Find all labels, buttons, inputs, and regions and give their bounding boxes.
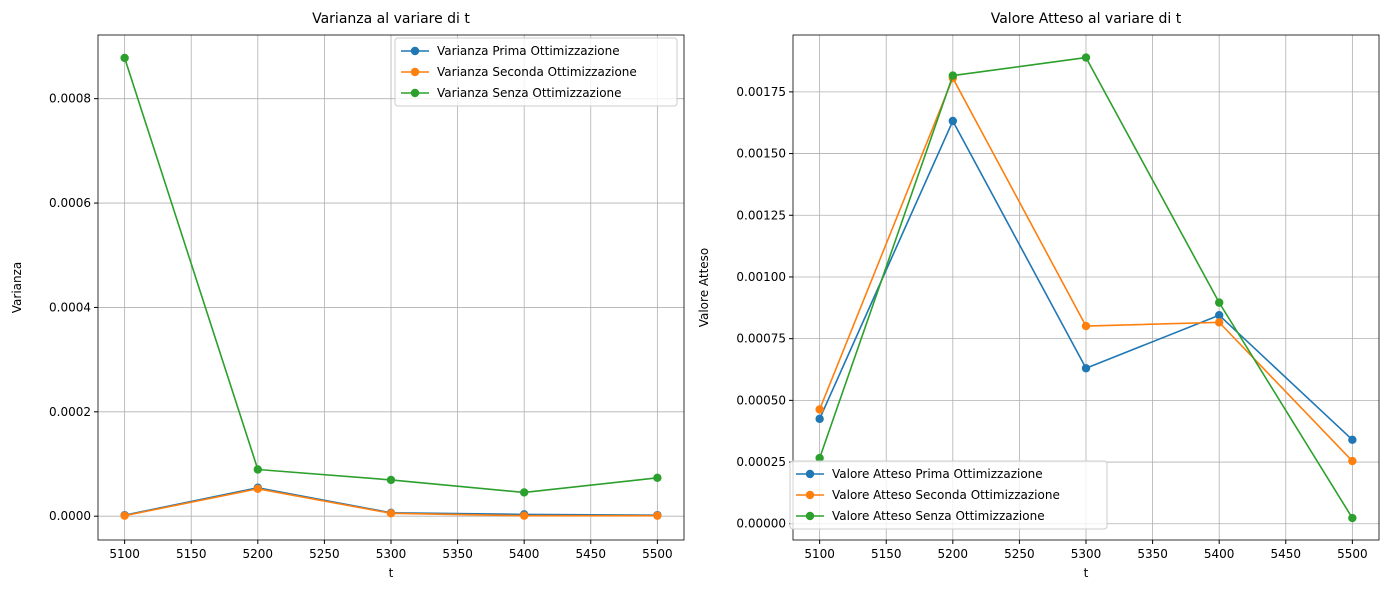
data-point (1214, 311, 1224, 320)
y-tick-label: 0.0004 (49, 300, 91, 314)
data-point (1214, 298, 1224, 307)
data-point (1081, 321, 1091, 331)
legend-marker (805, 511, 815, 521)
data-point (519, 488, 529, 497)
y-axis-label: Valore Atteso (697, 248, 711, 328)
y-tick-label: 0.00075 (736, 332, 786, 346)
legend-marker (805, 490, 815, 500)
data-point (948, 71, 958, 80)
y-tick-label: 0.00000 (736, 517, 786, 531)
x-tick-label: 5150 (176, 547, 207, 561)
x-tick-label: 5500 (1337, 547, 1368, 561)
chart-2: 5100 5150 5200 5250 5300 5350 5400 5450 5500 0.00… (697, 11, 1380, 580)
chart-title: Varianza al variare di t (312, 11, 470, 27)
x-axis-label: t (389, 566, 394, 580)
legend-marker (410, 67, 420, 77)
y-axis-label: Varianza (10, 262, 24, 314)
legend-marker (410, 46, 420, 56)
y-tick-label: 0.0000 (49, 509, 91, 523)
y-tick-label: 0.00050 (736, 393, 786, 407)
data-point (1348, 435, 1357, 445)
legend: Valore Atteso Prima Ottimizzazione Valore… (789, 460, 1108, 530)
y-tick-label: 0.0002 (49, 405, 91, 419)
y-tick-label: 0.00175 (736, 85, 786, 99)
legend-box (789, 460, 1108, 530)
y-tick-label: 0.00150 (736, 147, 786, 161)
x-tick-label: 5300 (376, 547, 407, 561)
data-point (386, 475, 396, 485)
legend-box (394, 37, 678, 107)
x-tick-label: 5100 (109, 547, 140, 561)
y-tick-label: 0.0008 (49, 92, 91, 106)
x-tick-label: 5300 (1071, 547, 1102, 561)
legend-label: Valore Atteso Prima Ottimizzazione (832, 467, 1043, 481)
data-point (253, 465, 263, 474)
data-point (120, 511, 129, 520)
y-tick-label: 0.00025 (736, 455, 786, 469)
x-tick-label: 5350 (442, 547, 473, 561)
legend-label: Valore Atteso Seconda Ottimizzazione (832, 488, 1060, 502)
x-tick-label: 5350 (1137, 547, 1168, 561)
x-tick-label: 5200 (938, 547, 969, 561)
data-point (1348, 513, 1357, 523)
chart-1: 5100 5150 5200 5250 5300 5350 5400 5450 5500 0.00… (10, 11, 685, 580)
legend-label: Varianza Prima Ottimizzazione (437, 44, 620, 58)
x-tick-label: 5450 (1270, 547, 1301, 561)
legend: Varianza Prima Ottimizzazione Varianza Se… (394, 37, 678, 107)
x-tick-label: 5150 (871, 547, 902, 561)
x-tick-label: 5450 (575, 547, 606, 561)
data-point (815, 405, 824, 414)
legend-marker (410, 88, 420, 98)
y-tick-label: 0.00125 (736, 208, 786, 222)
x-tick-label: 5250 (309, 547, 340, 561)
x-tick-label: 5250 (1004, 547, 1035, 561)
data-point (653, 473, 662, 483)
legend-marker (805, 469, 815, 479)
data-point (815, 414, 824, 424)
data-point (386, 509, 396, 518)
data-point (653, 511, 662, 520)
x-tick-label: 5200 (243, 547, 274, 561)
data-point (1348, 456, 1357, 466)
data-point (948, 116, 958, 126)
legend-label: Varianza Seconda Ottimizzazione (437, 65, 637, 79)
data-point (1081, 53, 1091, 62)
y-tick-label: 0.0006 (49, 196, 91, 210)
x-tick-label: 5400 (509, 547, 540, 561)
legend-label: Valore Atteso Senza Ottimizzazione (832, 509, 1045, 523)
x-tick-label: 5500 (642, 547, 673, 561)
data-point (253, 484, 263, 494)
data-point (120, 53, 129, 63)
chart-title: Valore Atteso al variare di t (991, 11, 1182, 27)
legend-label: Varianza Senza Ottimizzazione (437, 86, 622, 100)
x-tick-label: 5100 (804, 547, 835, 561)
x-axis-label: t (1084, 566, 1089, 580)
data-point (1214, 318, 1224, 327)
y-tick-label: 0.00100 (736, 270, 786, 284)
data-point (519, 511, 529, 520)
data-point (815, 453, 824, 463)
data-point (1081, 364, 1091, 373)
x-tick-label: 5400 (1204, 547, 1235, 561)
